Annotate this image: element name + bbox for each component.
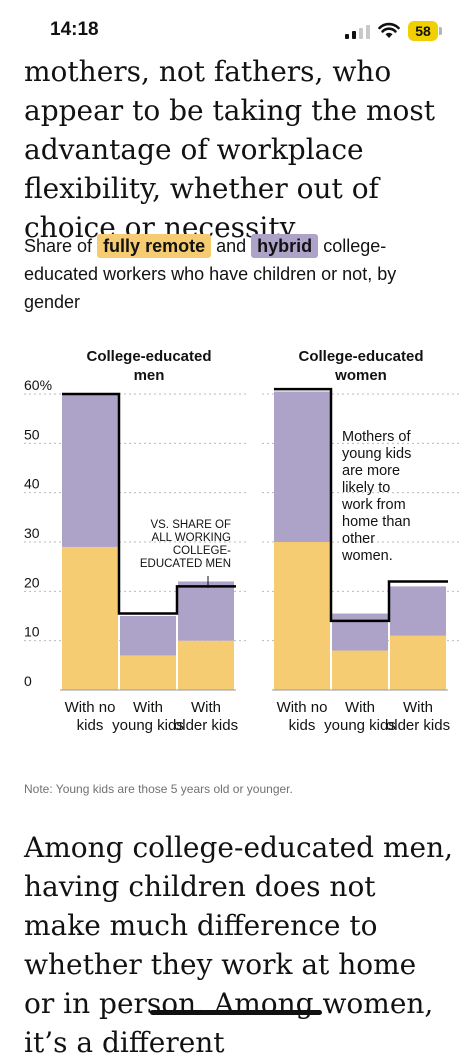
y-tick-label: 30: [24, 525, 40, 541]
bar-fully-remote: [62, 546, 118, 690]
chart-note: Note: Young kids are those 5 years old o…: [24, 782, 293, 796]
annotation-text: women.: [341, 548, 393, 564]
home-indicator: [150, 1010, 322, 1015]
category-label: young kids: [324, 717, 396, 734]
bar-fully-remote: [332, 650, 388, 690]
bar-fully-remote: [274, 542, 330, 690]
category-label: older kids: [174, 717, 238, 734]
category-label: With: [191, 699, 221, 716]
bar-hybrid: [274, 391, 330, 542]
y-tick-label: 50: [24, 426, 40, 442]
annotation-text: young kids: [342, 446, 411, 462]
y-tick-label: 20: [24, 574, 40, 590]
chart-title-line: women: [334, 367, 387, 384]
chart-title-line: College-educated: [86, 348, 211, 365]
annotation-text: are more: [342, 463, 400, 479]
category-label: older kids: [386, 717, 450, 734]
benchmark-label: EDUCATED MEN: [140, 558, 231, 570]
bar-hybrid: [62, 394, 118, 547]
wifi-icon: [378, 22, 400, 38]
battery-indicator: 58: [408, 21, 438, 41]
subtitle-suffix: college-educated workers who have childr…: [24, 236, 397, 312]
chart-title-line: men: [134, 367, 165, 384]
y-tick-label: 10: [24, 624, 40, 640]
category-label: With: [403, 699, 433, 716]
battery-tip-icon: [439, 27, 442, 35]
bar-hybrid: [390, 586, 446, 636]
legend-hybrid: hybrid: [251, 234, 319, 258]
graphic-subtitle: Share of fully remote and hybrid college…: [24, 232, 444, 316]
annotation-text: other: [342, 531, 375, 547]
benchmark-line: [274, 387, 448, 623]
category-label: young kids: [112, 717, 184, 734]
category-label: With: [345, 699, 375, 716]
annotation-text: home than: [342, 514, 411, 530]
chart-title-line: College-educated: [298, 348, 423, 365]
category-label: With: [133, 699, 163, 716]
annotation-text: likely to: [342, 480, 390, 496]
status-bar: 14:18 58: [0, 0, 472, 62]
bar-hybrid: [178, 581, 234, 641]
category-label: With no: [65, 699, 116, 716]
benchmark-label: COLLEGE-: [173, 545, 231, 557]
bar-fully-remote: [178, 640, 234, 690]
article-paragraph-bottom: Among college-educated men, having child…: [24, 831, 454, 1059]
subtitle-prefix: Share of: [24, 236, 93, 256]
y-tick-label: 40: [24, 476, 40, 492]
annotation-text: Mothers of: [342, 429, 411, 445]
y-tick-label: 60%: [24, 377, 52, 393]
bar-fully-remote: [390, 635, 446, 690]
benchmark-line: [62, 392, 236, 615]
bar-hybrid: [120, 616, 176, 656]
article-paragraph-top: mothers, not fathers, who appear to be t…: [24, 55, 436, 244]
category-label: kids: [289, 717, 316, 734]
bar-hybrid: [332, 613, 388, 651]
subtitle-and: and: [216, 236, 247, 256]
category-label: kids: [77, 717, 104, 734]
legend-fully-remote: fully remote: [97, 234, 212, 258]
benchmark-label: ALL WORKING: [152, 532, 232, 544]
cellular-signal-icon: [345, 25, 370, 39]
bar-fully-remote: [120, 655, 176, 690]
annotation-text: work from: [341, 497, 406, 513]
benchmark-label: VS. SHARE OF: [150, 519, 231, 531]
category-label: With no: [277, 699, 328, 716]
status-time: 14:18: [50, 19, 99, 40]
y-tick-label: 0: [24, 673, 32, 689]
